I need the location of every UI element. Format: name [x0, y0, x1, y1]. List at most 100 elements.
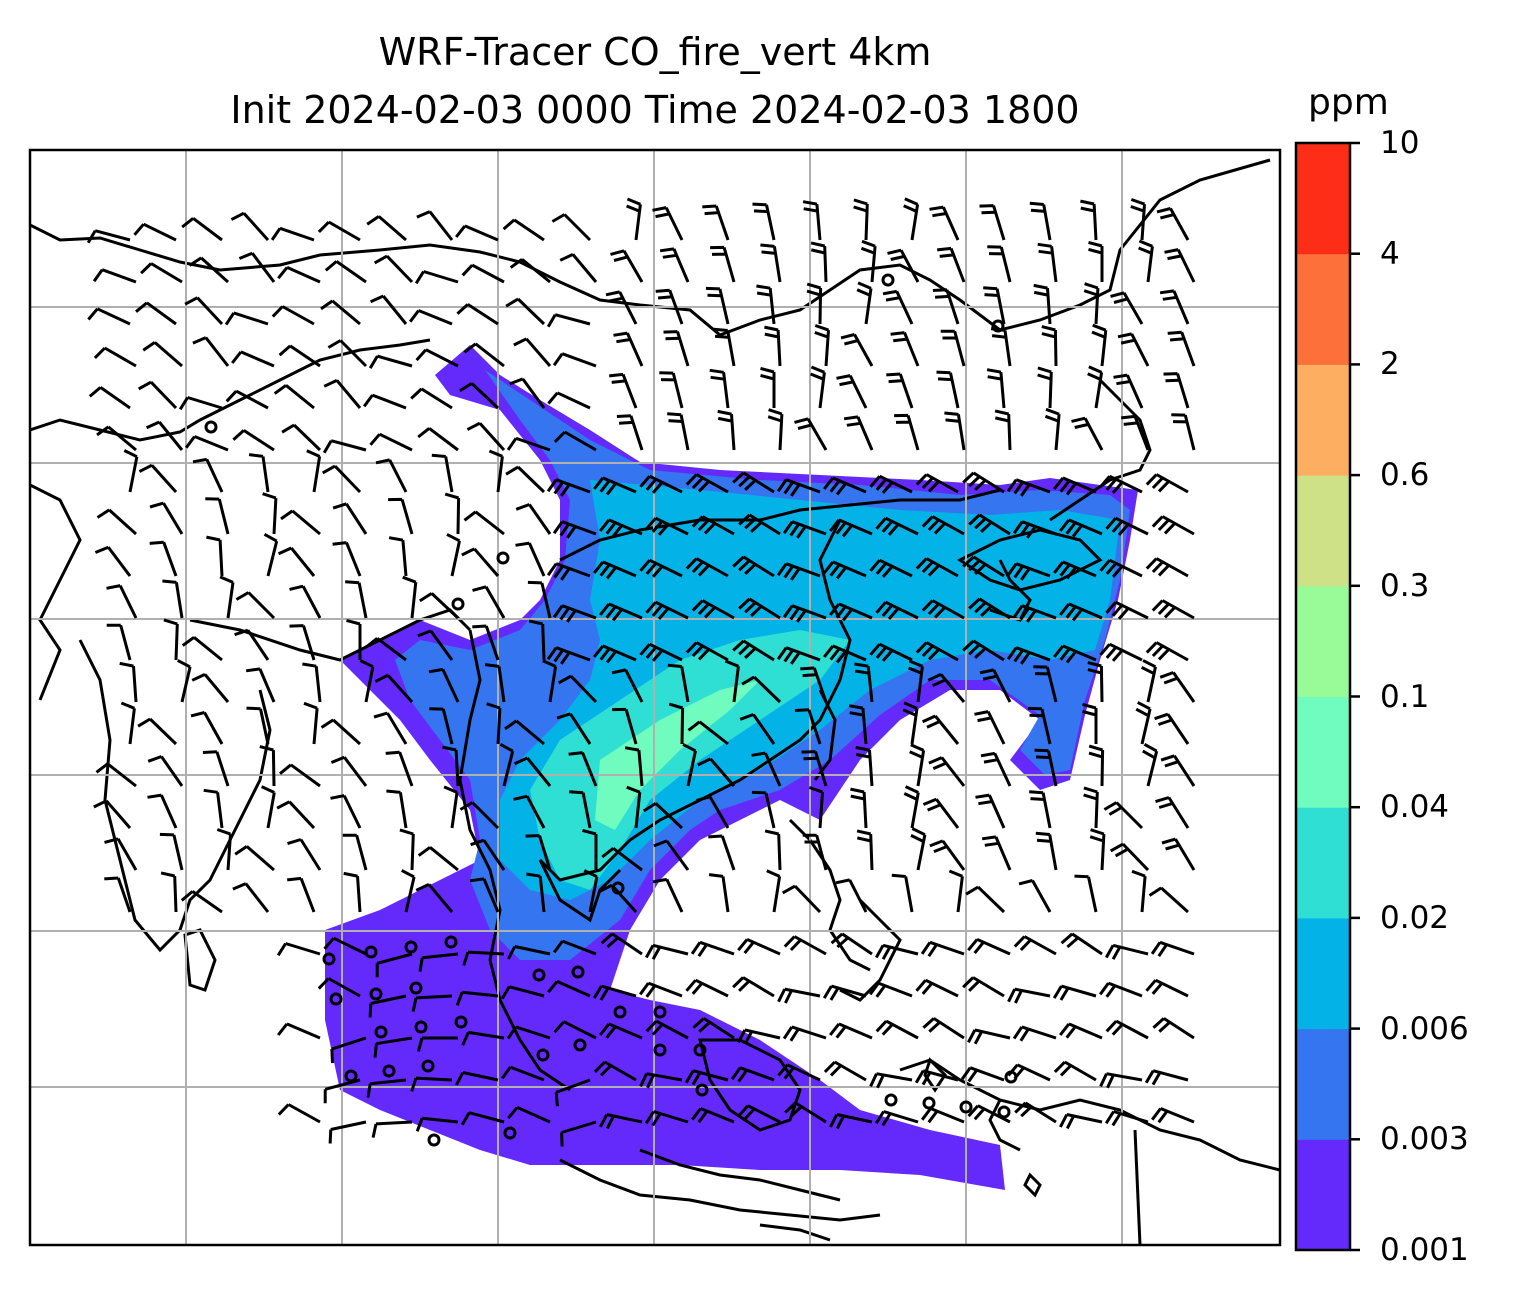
wind-barb	[668, 702, 685, 745]
wind-barb	[192, 336, 230, 367]
wind-barb	[890, 331, 920, 367]
wind-barb	[235, 591, 276, 620]
colorbar-bin	[1296, 696, 1350, 808]
wind-barb	[93, 346, 137, 368]
wind-barb	[138, 463, 178, 494]
wind-barb	[702, 204, 730, 241]
calm-wind-marker	[454, 1015, 468, 1029]
wind-barb	[569, 790, 592, 829]
wind-barb	[216, 828, 232, 871]
wind-barb	[271, 305, 315, 326]
wind-barb	[639, 1072, 683, 1089]
wind-barb	[782, 604, 827, 623]
wind-barb	[368, 354, 413, 369]
wind-barb	[185, 435, 229, 452]
wind-barb	[823, 644, 867, 664]
wind-barb	[593, 1060, 637, 1082]
colorbar-tick-label: 0.006	[1380, 1010, 1469, 1047]
wind-barb	[509, 258, 551, 284]
calm-wind-marker	[611, 881, 625, 895]
wind-barb	[737, 938, 781, 956]
wind-barb	[1121, 414, 1150, 451]
wind-barb	[1160, 754, 1196, 787]
colorbar-tick-label: 2	[1380, 346, 1400, 383]
wind-barb	[764, 325, 782, 367]
wind-barb	[181, 636, 223, 662]
wind-barb	[1099, 642, 1143, 662]
wind-barb	[556, 712, 592, 745]
wind-barb	[920, 940, 965, 958]
wind-barb	[415, 1116, 459, 1132]
wind-barb	[1171, 413, 1196, 451]
wind-barb	[1145, 557, 1189, 578]
colorbar-bin	[1296, 917, 1350, 1030]
wind-barb	[593, 560, 637, 580]
wind-barb	[232, 429, 275, 452]
wind-barb	[696, 795, 730, 829]
wind-barb	[281, 423, 322, 452]
wind-barb	[1044, 407, 1061, 451]
wind-barb	[1053, 644, 1097, 664]
wind-barb	[600, 932, 643, 956]
wind-barb	[365, 637, 407, 662]
wind-barb	[929, 839, 966, 871]
wind-barb	[850, 787, 868, 829]
wind-barb	[466, 421, 506, 452]
calm-wind-marker	[991, 319, 1005, 333]
figure-title-line2: Init 2024-02-03 0000 Time 2024-02-03 180…	[230, 88, 1080, 132]
wind-barb	[829, 1113, 873, 1130]
wind-barb	[507, 1106, 551, 1124]
wind-barb	[822, 984, 867, 1001]
wind-barb	[910, 827, 927, 871]
wind-barb	[823, 560, 867, 580]
wind-barb	[751, 790, 776, 829]
wind-barb	[724, 659, 740, 703]
wind-barb	[1159, 671, 1196, 703]
wind-barb	[330, 794, 362, 829]
wind-barb	[184, 296, 224, 326]
wind-barb	[178, 396, 223, 411]
wind-barb	[810, 365, 826, 409]
calm-wind-marker	[503, 1126, 517, 1140]
wind-barb	[874, 943, 919, 960]
wind-barb	[385, 750, 414, 787]
wind-barb	[645, 516, 689, 536]
wind-barb	[937, 246, 966, 283]
wind-barb	[1131, 869, 1147, 913]
map-gridlines	[30, 150, 1280, 1245]
wind-barb	[142, 341, 183, 368]
wind-barb	[732, 639, 775, 662]
wind-barb	[1088, 744, 1105, 787]
wind-barb	[875, 600, 919, 620]
wind-barb	[856, 829, 874, 871]
wind-barb	[962, 471, 1005, 494]
calm-wind-marker	[613, 1005, 627, 1019]
wind-barb	[415, 883, 454, 913]
wind-barb	[869, 558, 913, 578]
wind-barb	[280, 509, 321, 536]
wind-barb	[760, 243, 782, 283]
wind-barb	[1027, 706, 1052, 745]
wind-barb	[1140, 659, 1157, 703]
wind-barb	[463, 342, 505, 368]
wind-barb	[869, 474, 913, 494]
wind-barb	[855, 745, 874, 787]
wind-barb	[444, 492, 461, 535]
wind-barb	[323, 379, 362, 409]
wind-barb	[940, 329, 966, 367]
wind-barb	[1104, 943, 1149, 960]
wind-barb	[96, 508, 138, 536]
wind-barb	[1145, 473, 1189, 494]
wind-barb	[691, 515, 735, 536]
wind-barb	[777, 1063, 821, 1082]
calm-wind-marker	[496, 551, 510, 565]
wind-barb	[874, 1110, 919, 1127]
wind-barb	[262, 492, 278, 535]
wind-barb	[323, 936, 367, 956]
wind-barb	[1052, 984, 1097, 1001]
calm-wind-marker	[1004, 1070, 1018, 1084]
wind-barb	[1074, 874, 1098, 913]
wind-barb	[616, 414, 644, 451]
wind-barb	[737, 1028, 781, 1045]
wind-barb	[234, 845, 275, 872]
